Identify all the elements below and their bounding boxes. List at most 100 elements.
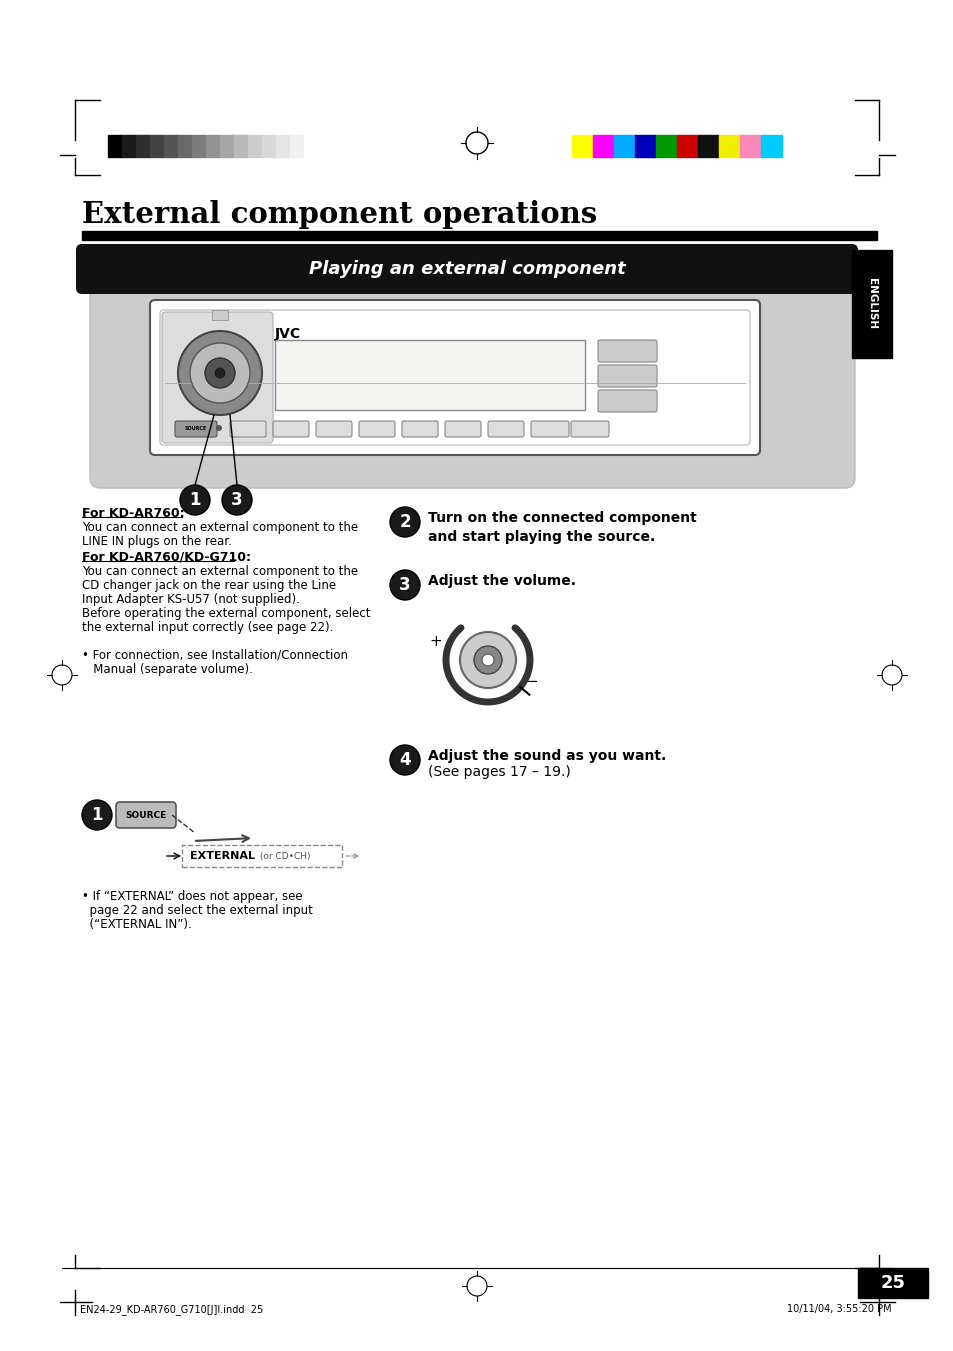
Text: External component operations: External component operations bbox=[82, 200, 597, 230]
Bar bbox=[212, 309, 228, 320]
Bar bbox=[304, 135, 317, 157]
FancyBboxPatch shape bbox=[90, 282, 854, 488]
Text: You can connect an external component to the: You can connect an external component to… bbox=[82, 521, 357, 534]
Text: (or CD•CH): (or CD•CH) bbox=[256, 851, 310, 861]
Bar bbox=[572, 135, 593, 157]
Text: • If “EXTERNAL” does not appear, see: • If “EXTERNAL” does not appear, see bbox=[82, 890, 302, 902]
Circle shape bbox=[214, 367, 225, 378]
Bar bbox=[136, 135, 150, 157]
Text: EXTERNAL: EXTERNAL bbox=[190, 851, 254, 861]
Bar bbox=[122, 135, 136, 157]
Text: EN24-29_KD-AR760_G710[J]I.indd  25: EN24-29_KD-AR760_G710[J]I.indd 25 bbox=[80, 1304, 263, 1315]
Text: (“EXTERNAL IN”).: (“EXTERNAL IN”). bbox=[82, 917, 192, 931]
Text: CD changer jack on the rear using the Line: CD changer jack on the rear using the Li… bbox=[82, 580, 335, 592]
FancyBboxPatch shape bbox=[76, 245, 857, 295]
FancyBboxPatch shape bbox=[488, 422, 523, 436]
FancyBboxPatch shape bbox=[162, 312, 273, 443]
FancyBboxPatch shape bbox=[598, 365, 657, 386]
Circle shape bbox=[82, 800, 112, 830]
FancyBboxPatch shape bbox=[315, 422, 352, 436]
Text: 25: 25 bbox=[880, 1274, 904, 1292]
FancyBboxPatch shape bbox=[116, 802, 175, 828]
Circle shape bbox=[459, 632, 516, 688]
Text: • For connection, see Installation/Connection: • For connection, see Installation/Conne… bbox=[82, 648, 348, 662]
Text: (See pages 17 – 19.): (See pages 17 – 19.) bbox=[428, 765, 570, 780]
Circle shape bbox=[481, 654, 494, 666]
Text: SOURCE: SOURCE bbox=[125, 811, 167, 820]
Text: +: + bbox=[429, 635, 442, 650]
FancyBboxPatch shape bbox=[273, 422, 309, 436]
Bar bbox=[82, 231, 876, 240]
Bar bbox=[593, 135, 614, 157]
Text: ENGLISH: ENGLISH bbox=[866, 278, 876, 330]
Bar bbox=[192, 135, 206, 157]
Circle shape bbox=[205, 358, 234, 388]
Bar bbox=[719, 135, 740, 157]
Bar bbox=[857, 1269, 927, 1298]
Bar bbox=[164, 135, 178, 157]
Text: You can connect an external component to the: You can connect an external component to… bbox=[82, 565, 357, 578]
Circle shape bbox=[190, 343, 250, 403]
Text: 10/11/04, 3:55:20 PM: 10/11/04, 3:55:20 PM bbox=[786, 1304, 891, 1315]
Circle shape bbox=[390, 507, 419, 536]
Text: Adjust the sound as you want.: Adjust the sound as you want. bbox=[428, 748, 665, 763]
Text: SOURCE: SOURCE bbox=[185, 426, 207, 431]
Bar bbox=[274, 340, 584, 409]
Bar bbox=[262, 135, 275, 157]
Circle shape bbox=[222, 485, 252, 515]
FancyBboxPatch shape bbox=[174, 422, 216, 436]
Bar bbox=[206, 135, 220, 157]
FancyBboxPatch shape bbox=[230, 422, 266, 436]
Bar bbox=[248, 135, 262, 157]
Circle shape bbox=[180, 485, 210, 515]
Text: page 22 and select the external input: page 22 and select the external input bbox=[82, 904, 313, 917]
Bar bbox=[182, 844, 341, 867]
Text: 2: 2 bbox=[398, 513, 411, 531]
FancyBboxPatch shape bbox=[150, 300, 760, 455]
Text: 3: 3 bbox=[231, 490, 243, 509]
Circle shape bbox=[215, 426, 222, 431]
FancyBboxPatch shape bbox=[401, 422, 437, 436]
Bar bbox=[851, 250, 891, 358]
Bar bbox=[220, 135, 233, 157]
Text: Turn on the connected component
and start playing the source.: Turn on the connected component and star… bbox=[428, 511, 696, 544]
Bar bbox=[108, 135, 122, 157]
Bar bbox=[150, 135, 164, 157]
Text: 4: 4 bbox=[398, 751, 411, 769]
Circle shape bbox=[390, 570, 419, 600]
Text: Before operating the external component, select: Before operating the external component,… bbox=[82, 607, 370, 620]
FancyBboxPatch shape bbox=[358, 422, 395, 436]
Text: 1: 1 bbox=[189, 490, 200, 509]
FancyBboxPatch shape bbox=[444, 422, 480, 436]
Text: the external input correctly (see page 22).: the external input correctly (see page 2… bbox=[82, 621, 333, 634]
Bar bbox=[635, 135, 656, 157]
Bar bbox=[614, 135, 635, 157]
FancyBboxPatch shape bbox=[531, 422, 568, 436]
Bar bbox=[677, 135, 698, 157]
Bar bbox=[656, 135, 677, 157]
Text: −: − bbox=[525, 674, 537, 689]
Circle shape bbox=[474, 646, 501, 674]
Bar bbox=[698, 135, 719, 157]
Bar bbox=[275, 135, 290, 157]
Text: LINE IN plugs on the rear.: LINE IN plugs on the rear. bbox=[82, 535, 232, 549]
Text: JVC: JVC bbox=[274, 327, 301, 340]
Text: 1: 1 bbox=[91, 807, 103, 824]
Text: Adjust the volume.: Adjust the volume. bbox=[428, 574, 576, 588]
Text: Manual (separate volume).: Manual (separate volume). bbox=[82, 663, 253, 676]
Bar bbox=[760, 135, 781, 157]
Text: Input Adapter KS-U57 (not supplied).: Input Adapter KS-U57 (not supplied). bbox=[82, 593, 299, 607]
Text: For KD-AR760:: For KD-AR760: bbox=[82, 507, 185, 520]
Text: For KD-AR760/KD-G710:: For KD-AR760/KD-G710: bbox=[82, 551, 251, 563]
FancyBboxPatch shape bbox=[598, 340, 657, 362]
Bar bbox=[740, 135, 760, 157]
FancyBboxPatch shape bbox=[571, 422, 608, 436]
Bar bbox=[178, 135, 192, 157]
Circle shape bbox=[390, 744, 419, 775]
FancyBboxPatch shape bbox=[598, 390, 657, 412]
Text: 3: 3 bbox=[398, 576, 411, 594]
Text: Playing an external component: Playing an external component bbox=[309, 259, 625, 278]
Bar bbox=[290, 135, 304, 157]
Bar bbox=[233, 135, 248, 157]
Circle shape bbox=[178, 331, 262, 415]
